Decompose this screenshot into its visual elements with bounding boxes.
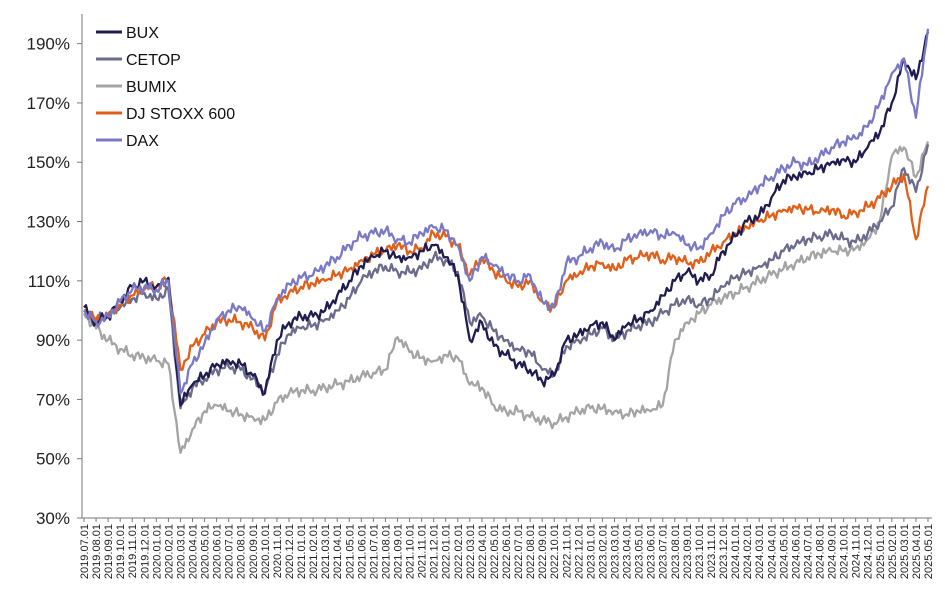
x-tick-label: 2025.04.01 (911, 524, 923, 579)
x-tick-label: 2019.07.01 (79, 524, 91, 579)
y-axis-ticks: 30% 50% 70% 90% 110% 130% 150% 170% 190% (27, 35, 82, 528)
x-tick-label: 2025.03.01 (899, 524, 911, 579)
y-tick-label: 150% (27, 153, 70, 172)
x-tick-label: 2025.05.01 (923, 524, 935, 579)
series-lines (82, 28, 930, 454)
x-tick-label: 2022.04.01 (477, 524, 489, 579)
y-tick-label: 190% (27, 35, 70, 54)
x-tick-label: 2023.04.01 (622, 524, 634, 579)
x-tick-label: 2019.09.01 (103, 524, 115, 579)
x-tick-label: 2020.06.01 (212, 524, 224, 579)
legend-label: DAX (126, 133, 159, 150)
x-tick-label: 2022.08.01 (525, 524, 537, 579)
x-axis-ticks: 2019.07.01 2019.08.01 2019.09.01 2019.10.01… (79, 518, 935, 579)
x-tick-label: 2023.03.01 (610, 524, 622, 579)
x-tick-label: 2020.03.01 (175, 524, 187, 579)
x-tick-label: 2024.04.01 (766, 524, 778, 579)
x-tick-label: 2022.09.01 (537, 524, 549, 579)
x-tick-label: 2023.05.01 (634, 524, 646, 579)
x-tick-label: 2024.05.01 (778, 524, 790, 579)
x-tick-label: 2021.09.01 (392, 524, 404, 579)
legend-label: CETOP (126, 52, 181, 69)
x-tick-label: 2021.10.01 (405, 524, 417, 579)
y-tick-label: 110% (28, 272, 70, 291)
x-tick-label: 2025.01.01 (875, 524, 887, 579)
x-tick-label: 2022.01.01 (441, 524, 453, 579)
x-tick-label: 2020.10.01 (260, 524, 272, 579)
series-line-bumix (82, 141, 930, 454)
x-tick-label: 2024.11.01 (851, 524, 863, 578)
x-tick-label: 2021.04.01 (332, 524, 344, 579)
x-tick-label: 2021.02.01 (308, 524, 320, 579)
x-tick-label: 2022.12.01 (573, 524, 585, 579)
x-tick-label: 2020.11.01 (272, 524, 284, 578)
x-tick-label: 2023.09.01 (682, 524, 694, 579)
x-tick-label: 2022.02.01 (453, 524, 465, 579)
x-tick-label: 2024.08.01 (814, 524, 826, 579)
x-tick-label: 2022.07.01 (513, 524, 525, 579)
x-tick-label: 2024.12.01 (863, 524, 875, 579)
x-tick-label: 2021.11.01 (417, 524, 429, 578)
y-tick-label: 70% (36, 390, 70, 409)
x-tick-label: 2024.10.01 (839, 524, 851, 579)
x-tick-label: 2022.11.01 (561, 524, 573, 578)
y-tick-label: 90% (36, 331, 70, 350)
x-tick-label: 2021.05.01 (344, 524, 356, 579)
x-tick-label: 2024.03.01 (754, 524, 766, 579)
legend-label: BUMIX (126, 79, 177, 96)
legend-label: BUX (126, 25, 159, 42)
x-tick-label: 2020.01.01 (151, 524, 163, 579)
x-tick-label: 2019.12.01 (139, 524, 151, 579)
x-tick-label: 2024.01.01 (730, 524, 742, 579)
x-tick-label: 2023.01.01 (585, 524, 597, 579)
y-tick-label: 170% (27, 94, 70, 113)
y-tick-label: 30% (36, 509, 70, 528)
series-line-bux (83, 31, 930, 407)
x-tick-label: 2023.12.01 (718, 524, 730, 579)
y-tick-label: 50% (36, 450, 70, 469)
x-tick-label: 2021.03.01 (320, 524, 332, 579)
x-tick-label: 2022.03.01 (465, 524, 477, 579)
x-tick-label: 2022.05.01 (489, 524, 501, 579)
x-tick-label: 2024.02.01 (742, 524, 754, 579)
x-tick-label: 2021.12.01 (429, 524, 441, 579)
x-tick-label: 2025.02.01 (887, 524, 899, 579)
x-tick-label: 2019.11.01 (127, 524, 139, 578)
x-tick-label: 2020.09.01 (248, 524, 260, 579)
x-tick-label: 2023.11.01 (706, 524, 718, 578)
x-tick-label: 2023.07.01 (658, 524, 670, 579)
x-tick-label: 2021.06.01 (356, 524, 368, 579)
x-tick-label: 2020.07.01 (224, 524, 236, 579)
legend: BUX CETOP BUMIX DJ STOXX 600 DAX (96, 25, 235, 150)
x-tick-label: 2019.08.01 (91, 524, 103, 579)
x-tick-label: 2021.01.01 (296, 524, 308, 579)
x-tick-label: 2022.10.01 (549, 524, 561, 579)
series-line-cetop (83, 144, 930, 410)
x-tick-label: 2024.07.01 (802, 524, 814, 579)
x-tick-label: 2024.06.01 (790, 524, 802, 579)
x-tick-label: 2023.08.01 (670, 524, 682, 579)
x-tick-label: 2023.06.01 (646, 524, 658, 579)
x-tick-label: 2021.08.01 (380, 524, 392, 579)
x-tick-label: 2023.02.01 (597, 524, 609, 579)
x-tick-label: 2020.08.01 (236, 524, 248, 579)
x-tick-label: 2024.09.01 (827, 524, 839, 579)
x-tick-label: 2022.06.01 (501, 524, 513, 579)
x-tick-label: 2019.10.01 (115, 524, 127, 579)
x-tick-label: 2023.10.01 (694, 524, 706, 579)
x-tick-label: 2020.12.01 (284, 524, 296, 579)
x-tick-label: 2020.02.01 (163, 524, 175, 579)
x-tick-label: 2020.04.01 (188, 524, 200, 579)
legend-label: DJ STOXX 600 (126, 106, 235, 123)
x-tick-label: 2020.05.01 (200, 524, 212, 579)
series-line-dax (83, 28, 930, 395)
x-tick-label: 2021.07.01 (368, 524, 380, 579)
y-tick-label: 130% (27, 213, 70, 232)
